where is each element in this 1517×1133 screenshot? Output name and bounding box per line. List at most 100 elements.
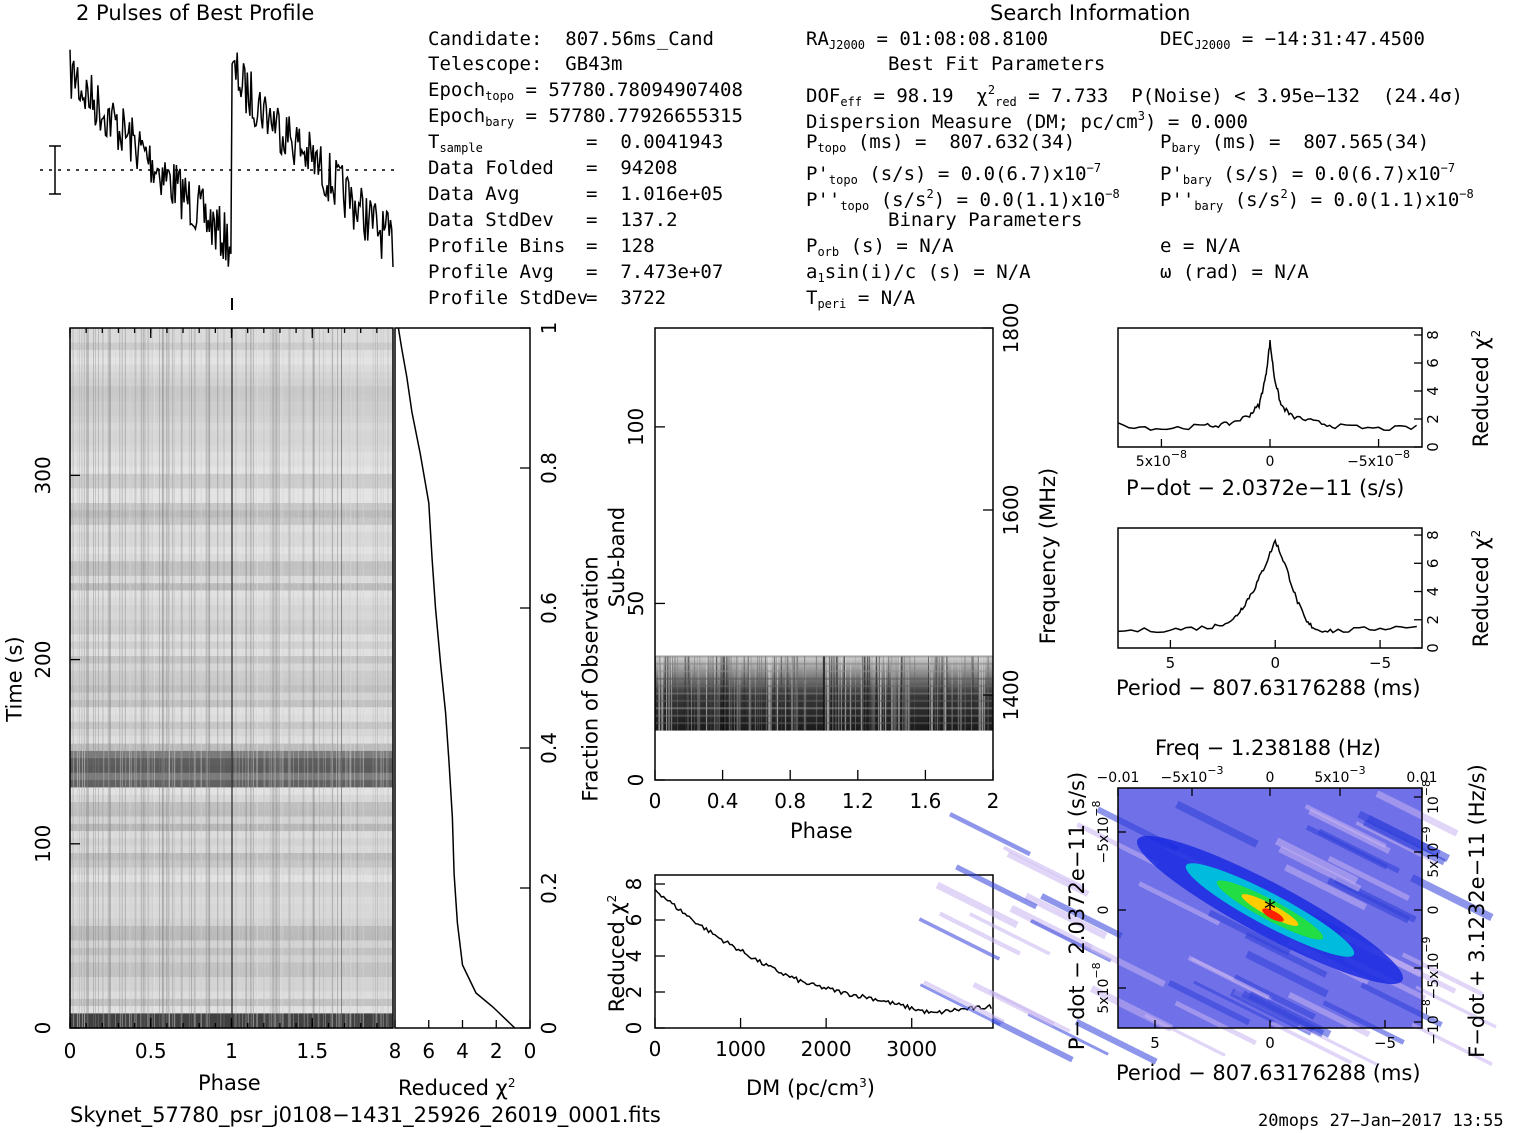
candidate-line: Candidate: 807.56ms_Cand bbox=[428, 28, 714, 50]
texture-band bbox=[1187, 955, 1270, 1000]
dm-ytick-label: 6 bbox=[622, 914, 646, 927]
texture-band bbox=[935, 881, 1019, 929]
timephase-ylabel: Time (s) bbox=[2, 636, 27, 722]
dm-xtick-label: 1000 bbox=[715, 1037, 766, 1061]
chi-line bbox=[1117, 340, 1418, 432]
ppdot-ytick-label: 0 bbox=[1096, 906, 1112, 915]
timephase-ytick-label: 200 bbox=[31, 640, 55, 678]
subband-xtick-label: 1.6 bbox=[909, 789, 941, 813]
chi-frac-xtick-label: 8 bbox=[389, 1039, 402, 1063]
profile-line bbox=[69, 49, 394, 268]
pulse-profile-panel bbox=[40, 49, 398, 310]
texture-band bbox=[1357, 810, 1441, 858]
ridge-peak bbox=[1262, 908, 1284, 922]
texture-band bbox=[919, 983, 1002, 1027]
subband-y2tick-label: 1600 bbox=[999, 485, 1023, 536]
tsample-value: = 0.0041943 bbox=[586, 131, 724, 153]
subband-frame bbox=[654, 327, 994, 781]
binary-title: Binary Parameters bbox=[888, 209, 1083, 231]
stat-value-5: = 3722 bbox=[586, 287, 667, 309]
subband-xlabel: Phase bbox=[790, 819, 853, 843]
pddot-bary-line: P''bary (s/s2) = 0.0(1.1)x10−8 bbox=[1160, 187, 1474, 213]
texture-band bbox=[1327, 855, 1411, 901]
footer-stamp: 20mops 27−Jan−2017 13:55 bbox=[1258, 1111, 1504, 1131]
texture-band bbox=[968, 912, 1051, 956]
chi-frac-ytick-label: 0.8 bbox=[537, 452, 561, 484]
period-xlabel: Period − 807.63176288 (ms) bbox=[1116, 676, 1421, 700]
chi-frac-ytick-label: 0.4 bbox=[537, 732, 561, 764]
stat-label-1: Data Avg bbox=[428, 183, 520, 205]
ppdot-xtick-label: 0 bbox=[1265, 1034, 1275, 1052]
texture-band bbox=[1167, 979, 1251, 1026]
texture-band bbox=[1355, 821, 1438, 865]
dm-xtick-label: 0 bbox=[649, 1037, 662, 1061]
epoch-bary-line: Epochbary = 57780.77926655315 bbox=[428, 105, 743, 129]
ra-line: RAJ2000 = 01:08:08.8100 bbox=[806, 28, 1049, 52]
omega-line: ω (rad) = N/A bbox=[1160, 261, 1309, 283]
texture-band bbox=[1270, 1021, 1353, 1065]
ppdot-y2tick-label: −10−8 bbox=[1420, 999, 1442, 1045]
chi-ytick-label: 0 bbox=[1424, 442, 1442, 452]
texture-band bbox=[1089, 985, 1174, 1032]
dm-ytick-label: 4 bbox=[622, 950, 646, 963]
ppdot-xlabel: Period − 807.63176288 (ms) bbox=[1116, 1061, 1421, 1085]
chi-frac-line bbox=[397, 327, 516, 1029]
pddot-topo-line: P''topo (s/s2) = 0.0(1.1)x10−8 bbox=[806, 187, 1120, 213]
chi-frac-ytick-label: 0.2 bbox=[537, 872, 561, 904]
ppdot-title: Freq − 1.238188 (Hz) bbox=[1155, 736, 1381, 760]
texture-band bbox=[1411, 1022, 1493, 1066]
subband-xtick-label: 0 bbox=[649, 789, 662, 813]
best-fit-title: Best Fit Parameters bbox=[888, 53, 1106, 75]
ppdot-y2label: F−dot + 3.1232e−11 (Hz/s) bbox=[1464, 764, 1489, 1058]
profile-title: 2 Pulses of Best Profile bbox=[76, 1, 315, 25]
ppdot-y2tick-label: 10−8 bbox=[1420, 780, 1442, 814]
subband-y2tick-label: 1400 bbox=[999, 670, 1023, 721]
ppdot-ylabel: P−dot − 2.0372e−11 (s/s) bbox=[1065, 771, 1090, 1051]
dm-ytick-label: 2 bbox=[622, 986, 646, 999]
subband-y2tick-label: 1800 bbox=[999, 303, 1023, 354]
chi2-fraction-panel: 8 6 4 2 000.20.40.60.81 bbox=[389, 322, 561, 1063]
chi-frac-xtick-label: 4 bbox=[456, 1039, 469, 1063]
pdot-panel: 0 2 4 6 8 5x10−8 0 −5x10−8 bbox=[1117, 327, 1442, 470]
chi-ytick-label: 4 bbox=[1424, 386, 1442, 396]
texture-band bbox=[1009, 904, 1093, 952]
subband-ytick-label: 50 bbox=[624, 591, 648, 616]
footer-filename: Skynet_57780_psr_j0108−1431_25926_26019_… bbox=[70, 1103, 661, 1127]
texture-band bbox=[1082, 941, 1166, 988]
period-ylabel: Reduced χ2 bbox=[1469, 529, 1494, 648]
dm-ylabel: Reduced χ2 bbox=[605, 894, 630, 1013]
texture-band bbox=[1024, 892, 1108, 940]
ecc-line: e = N/A bbox=[1160, 235, 1241, 257]
stat-label-2: Data StdDev bbox=[428, 209, 554, 231]
chi-frac-frame bbox=[394, 327, 531, 1029]
subband-ytick-label: 0 bbox=[624, 774, 648, 787]
ppdot-top-tick-label: 5x10−3 bbox=[1314, 764, 1365, 786]
ppdot-top-tick-label: −5x10−3 bbox=[1161, 764, 1224, 786]
chi-frac-ytick-label: 0.6 bbox=[537, 592, 561, 624]
telescope-line: Telescope: GB43m bbox=[428, 53, 623, 75]
chi-ytick-label: 0 bbox=[1424, 643, 1442, 653]
texture-band bbox=[1002, 845, 1085, 890]
ppdot-top-tick-label: 0 bbox=[1266, 770, 1275, 786]
pdot-xtick-label: 0 bbox=[1266, 454, 1275, 470]
texture-band bbox=[955, 864, 1038, 910]
stat-value-4: = 7.473e+07 bbox=[586, 261, 724, 283]
stat-label-3: Profile Bins bbox=[428, 235, 566, 257]
dm-line bbox=[654, 888, 992, 1015]
stat-value-0: = 94208 bbox=[586, 157, 678, 179]
chi-line bbox=[1117, 538, 1417, 634]
stat-value-3: = 128 bbox=[586, 235, 655, 257]
chi-ytick-label: 6 bbox=[1424, 358, 1442, 368]
period-xtick-label: 5 bbox=[1166, 654, 1176, 672]
texture-band bbox=[1241, 990, 1325, 1037]
pdot-xtick-label: 5x10−8 bbox=[1136, 448, 1187, 470]
chi-frac-ylabel: Fraction of Observation bbox=[578, 556, 603, 802]
subband-y2label: Frequency (MHz) bbox=[1036, 467, 1061, 645]
search-info-title: Search Information bbox=[990, 1, 1191, 25]
period-panel: 0 2 4 6 8 5 0 −5 bbox=[1117, 527, 1442, 672]
subband-ytick-label: 100 bbox=[624, 408, 648, 446]
pdot-topo-line: P'topo (s/s) = 0.0(6.7)x10−7 bbox=[806, 161, 1102, 187]
subband-ylabel: Sub-band bbox=[605, 506, 630, 608]
texture-band bbox=[1245, 950, 1329, 998]
